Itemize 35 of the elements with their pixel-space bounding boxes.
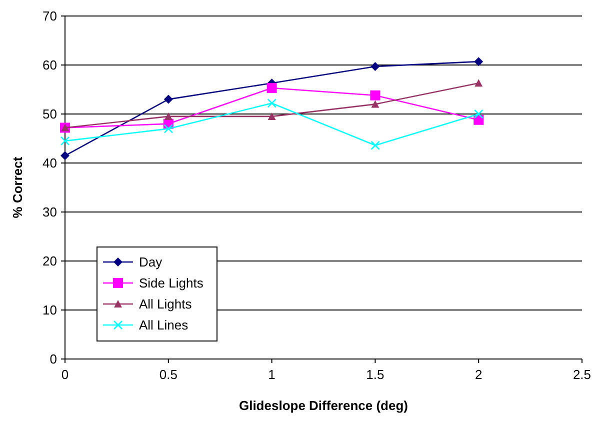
- point: [370, 90, 380, 100]
- point: [267, 98, 276, 108]
- y-tick-label: 40: [42, 156, 57, 171]
- x-tick-label: 1.5: [366, 367, 384, 382]
- point: [474, 109, 484, 119]
- point: [371, 100, 380, 108]
- point: [164, 112, 172, 120]
- point: [268, 112, 276, 120]
- x-tick-label: 2.5: [572, 367, 592, 382]
- y-tick-label: 20: [42, 254, 57, 269]
- point: [60, 151, 70, 160]
- y-tick-label: 70: [42, 8, 57, 24]
- legend-label: Day: [139, 254, 163, 270]
- point: [60, 136, 70, 146]
- point: [474, 57, 484, 66]
- x-tick-label: 0.5: [159, 367, 178, 382]
- y-tick-label: 50: [42, 106, 57, 122]
- point: [164, 94, 173, 104]
- legend-label: Side Lights: [139, 276, 204, 291]
- x-axis-title: Glideslope Difference (deg): [238, 398, 408, 413]
- y-tick-label: 10: [42, 302, 57, 318]
- point: [370, 140, 380, 150]
- legend-label: All Lights: [139, 296, 192, 312]
- y-tick-label: 60: [42, 58, 57, 73]
- x-tick-label: 0: [61, 367, 69, 382]
- y-tick-label: 30: [42, 204, 57, 220]
- point: [474, 79, 483, 87]
- y-axis-title: % Correct: [10, 156, 25, 218]
- point: [370, 62, 380, 71]
- x-tick-label: 2: [474, 367, 482, 382]
- x-tick-label: 1: [268, 367, 276, 382]
- point: [164, 124, 174, 134]
- point: [266, 83, 277, 94]
- legend-label: All Lines: [139, 318, 189, 333]
- y-tick-label: 0: [50, 352, 57, 367]
